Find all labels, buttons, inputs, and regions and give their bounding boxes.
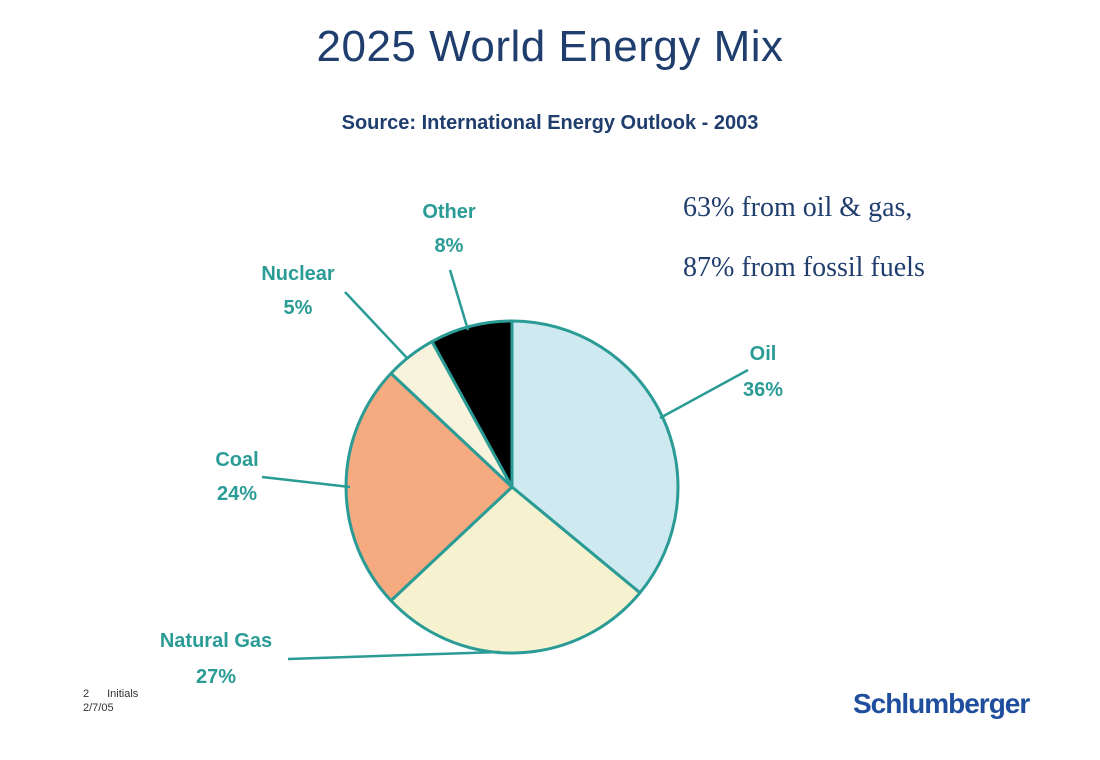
slice-name-coal: Coal — [215, 449, 258, 471]
slice-natural-gas — [389, 485, 642, 655]
slice-value-natural-gas: 27% — [196, 666, 236, 688]
initials-label: Initials — [107, 688, 139, 700]
footer-date: 2/7/05 — [83, 702, 114, 714]
schlumberger-logo: Schlumberger — [853, 688, 1030, 719]
slice-name-natural-gas: Natural Gas — [160, 630, 272, 652]
page-number: 2 — [83, 688, 90, 700]
slice-value-nuclear: 5% — [284, 297, 313, 319]
leader-line-coal — [261, 475, 351, 489]
slide-footer: 2 Initials 2/7/05 — [83, 687, 156, 715]
slice-labels: Oil 36% Natural Gas 27% Coal 24% Nuclear 5% Othe… — [160, 201, 783, 688]
slice-name-oil: Oil — [750, 343, 777, 365]
slice-other — [430, 319, 514, 489]
annotation-oil-gas: 63% from oil & gas, — [683, 192, 913, 223]
leader-line-nuclear — [344, 291, 408, 359]
slice-value-oil: 36% — [743, 379, 783, 401]
chart-subtitle: Source: International Energy Outlook - 2… — [341, 112, 759, 134]
leader-line-other — [448, 269, 470, 331]
leader-line-natural-gas — [287, 650, 501, 661]
chart-title: 2025 World Energy Mix — [316, 22, 784, 71]
leader-lines — [261, 269, 749, 661]
slice-value-coal: 24% — [217, 483, 257, 505]
slice-name-other: Other — [422, 201, 476, 223]
pie-slices — [344, 319, 680, 655]
slice-name-nuclear: Nuclear — [261, 263, 335, 285]
leader-line-oil — [659, 368, 749, 420]
slice-value-other: 8% — [435, 235, 464, 257]
annotation-fossil-fuels: 87% from fossil fuels — [683, 252, 925, 283]
